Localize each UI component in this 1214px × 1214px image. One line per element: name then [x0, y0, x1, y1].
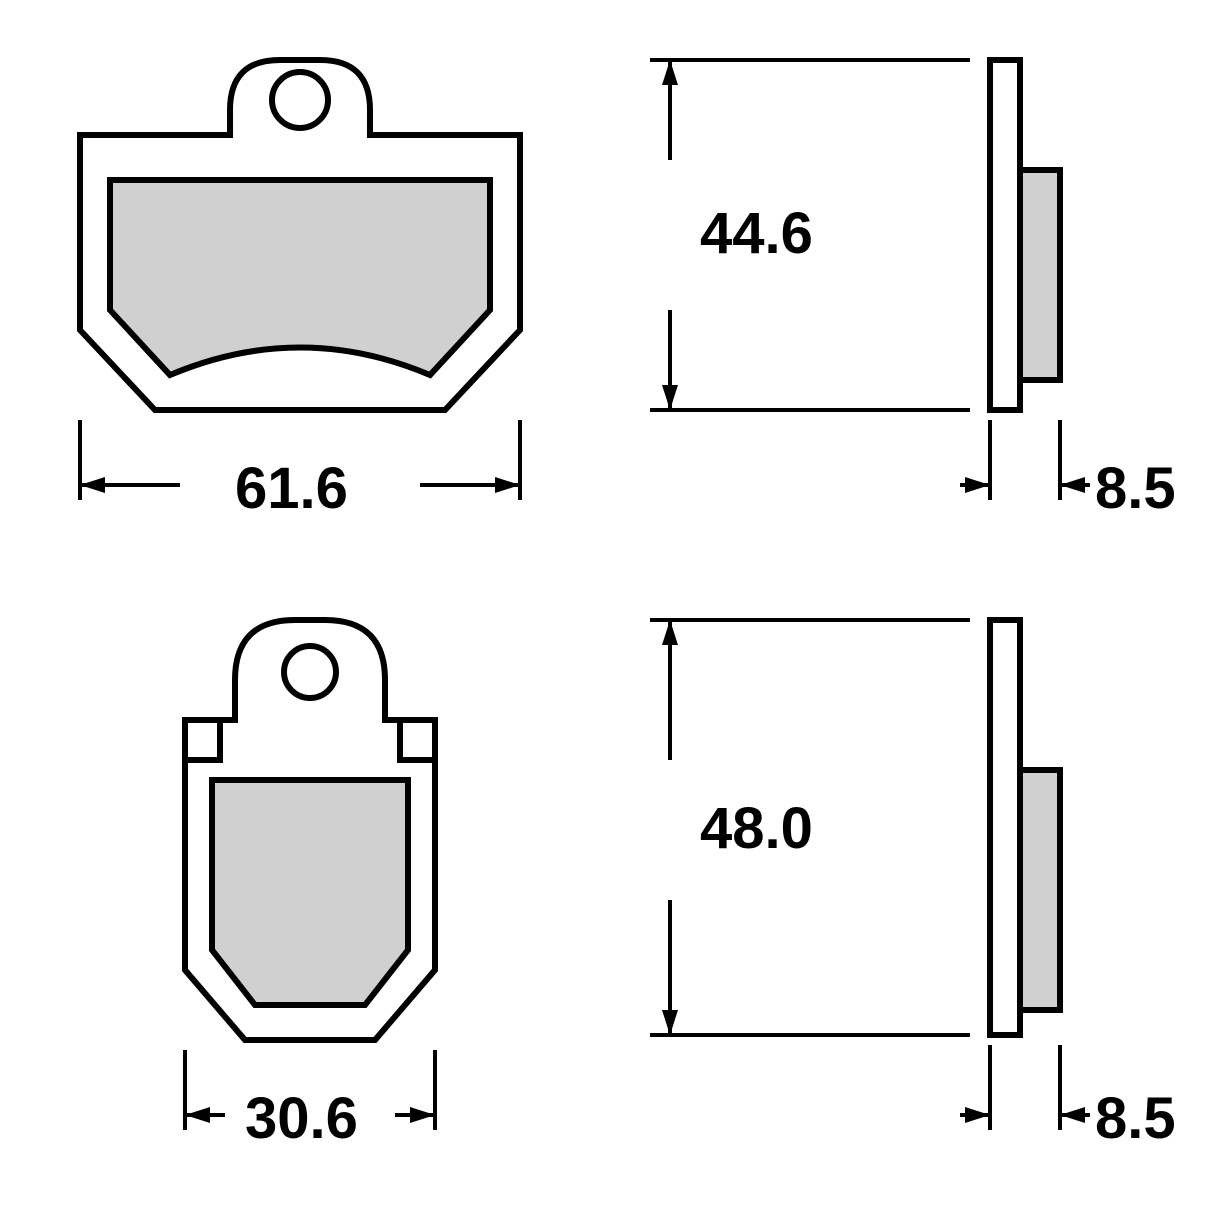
dim-bottom-width: 30.6: [245, 1085, 358, 1152]
top-pad-front: [0, 0, 1214, 1214]
dim-top-height: 44.6: [700, 200, 813, 267]
dim-top-width: 61.6: [235, 455, 348, 522]
dim-bottom-height: 48.0: [700, 795, 813, 862]
technical-drawing: 61.6 44.6 8.5 30.6 48.0 8.5: [0, 0, 1214, 1214]
dim-bottom-thickness: 8.5: [1095, 1085, 1176, 1152]
dim-top-thickness: 8.5: [1095, 455, 1176, 522]
